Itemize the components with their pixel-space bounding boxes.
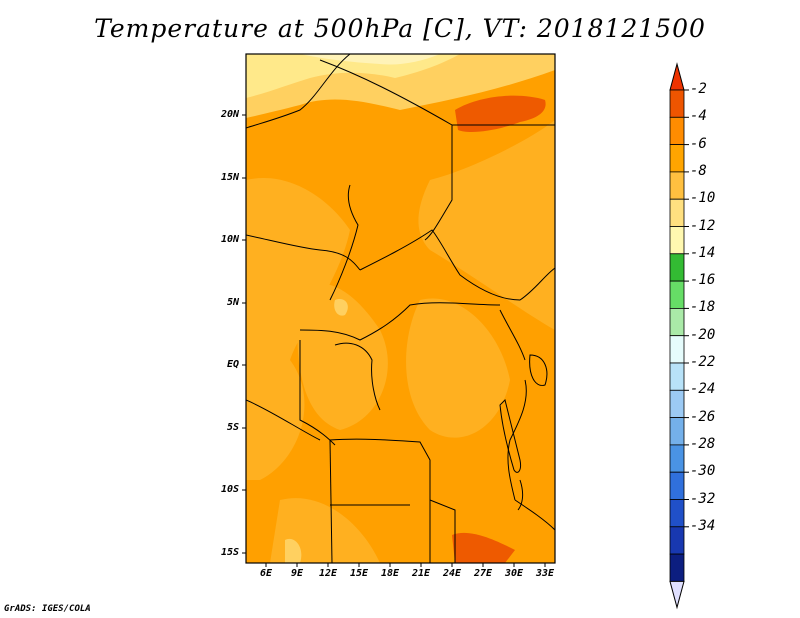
x-tick-label: 12E	[318, 568, 338, 579]
country-boundaries	[246, 54, 555, 563]
x-tick-label: 30E	[504, 568, 524, 579]
y-tick-label: 5S	[226, 422, 239, 433]
colorbar-label: -6	[690, 135, 707, 152]
x-tick-label: 15E	[349, 568, 369, 579]
colorbar-swatch	[669, 226, 685, 255]
colorbar-swatch	[669, 171, 685, 200]
y-tick-label: 5N	[226, 297, 239, 308]
y-tick-label: 10N	[220, 234, 239, 245]
contour-band-6-8	[297, 283, 388, 430]
map-frame	[245, 53, 556, 564]
x-tick-label: 9E	[290, 568, 304, 579]
colorbar-swatch	[669, 444, 685, 473]
colorbar-swatch	[669, 471, 685, 500]
colorbar-label: -10	[690, 190, 716, 207]
colorbar-swatch	[669, 389, 685, 418]
colorbar-label: -14	[690, 244, 716, 261]
contour-band-2-4	[452, 532, 515, 563]
y-tick-label: EQ	[226, 359, 239, 370]
colorbar-top-arrow	[669, 62, 685, 91]
y-tick-label: 15N	[220, 172, 239, 183]
colorbar-swatch	[669, 253, 685, 282]
contour-band-6-8	[406, 298, 510, 438]
colorbar-label: -28	[690, 435, 716, 452]
contour-band-10-12	[246, 54, 460, 98]
colorbar-swatch	[669, 144, 685, 173]
x-tick-label: 24E	[442, 568, 462, 579]
contour-band-8-10	[334, 299, 348, 316]
colorbar-label: -20	[690, 326, 716, 343]
colorbar-swatch	[669, 89, 685, 118]
y-tick-label: 15S	[220, 547, 239, 558]
colorbar-label: -8	[690, 162, 707, 179]
colorbar-label: -4	[690, 108, 707, 125]
temperature-field	[246, 54, 555, 563]
colorbar-swatch	[669, 198, 685, 227]
colorbar-label: -34	[690, 517, 716, 534]
credit-text: GrADS: IGES/COLA	[4, 604, 91, 614]
contour-band-2-4	[455, 95, 546, 133]
x-tick-label: 21E	[411, 568, 431, 579]
colorbar-bottom-arrow	[669, 580, 685, 610]
colorbar-label: -30	[690, 463, 716, 480]
x-tick-label: 27E	[473, 568, 493, 579]
colorbar-swatch	[669, 499, 685, 528]
colorbar-swatch	[669, 280, 685, 309]
colorbar-swatch	[669, 417, 685, 446]
x-tick-label: 6E	[259, 568, 273, 579]
y-axis-ticks	[242, 114, 246, 554]
colorbar-swatch	[669, 553, 685, 582]
colorbar-swatch	[669, 362, 685, 391]
colorbar-label: -2	[690, 81, 707, 97]
lake-outlines	[499, 354, 548, 511]
map-title: Temperature at 500hPa [C], VT: 201812150…	[94, 14, 706, 43]
colorbar-swatch	[669, 526, 685, 555]
x-tick-label: 33E	[535, 568, 555, 579]
colorbar-swatch	[669, 335, 685, 364]
colorbar-label: -16	[690, 272, 716, 289]
y-tick-label: 20N	[220, 109, 239, 120]
colorbar-label: -32	[690, 490, 716, 507]
colorbar-label: -24	[690, 381, 716, 398]
x-axis-ticks	[265, 563, 546, 567]
y-tick-label: 10S	[220, 484, 239, 495]
colorbar-label: -18	[690, 299, 716, 316]
colorbar-swatch	[669, 116, 685, 146]
contour-band-12	[300, 54, 440, 65]
colorbar-label: -26	[690, 408, 716, 425]
colorbar-swatch	[669, 307, 685, 337]
colorbar-label: -22	[690, 354, 716, 370]
x-tick-label: 18E	[380, 568, 400, 579]
colorbar-label: -12	[690, 217, 716, 234]
contour-band-8-10	[285, 538, 302, 563]
contour-band-6-8	[418, 120, 555, 330]
colorbar	[669, 62, 689, 610]
